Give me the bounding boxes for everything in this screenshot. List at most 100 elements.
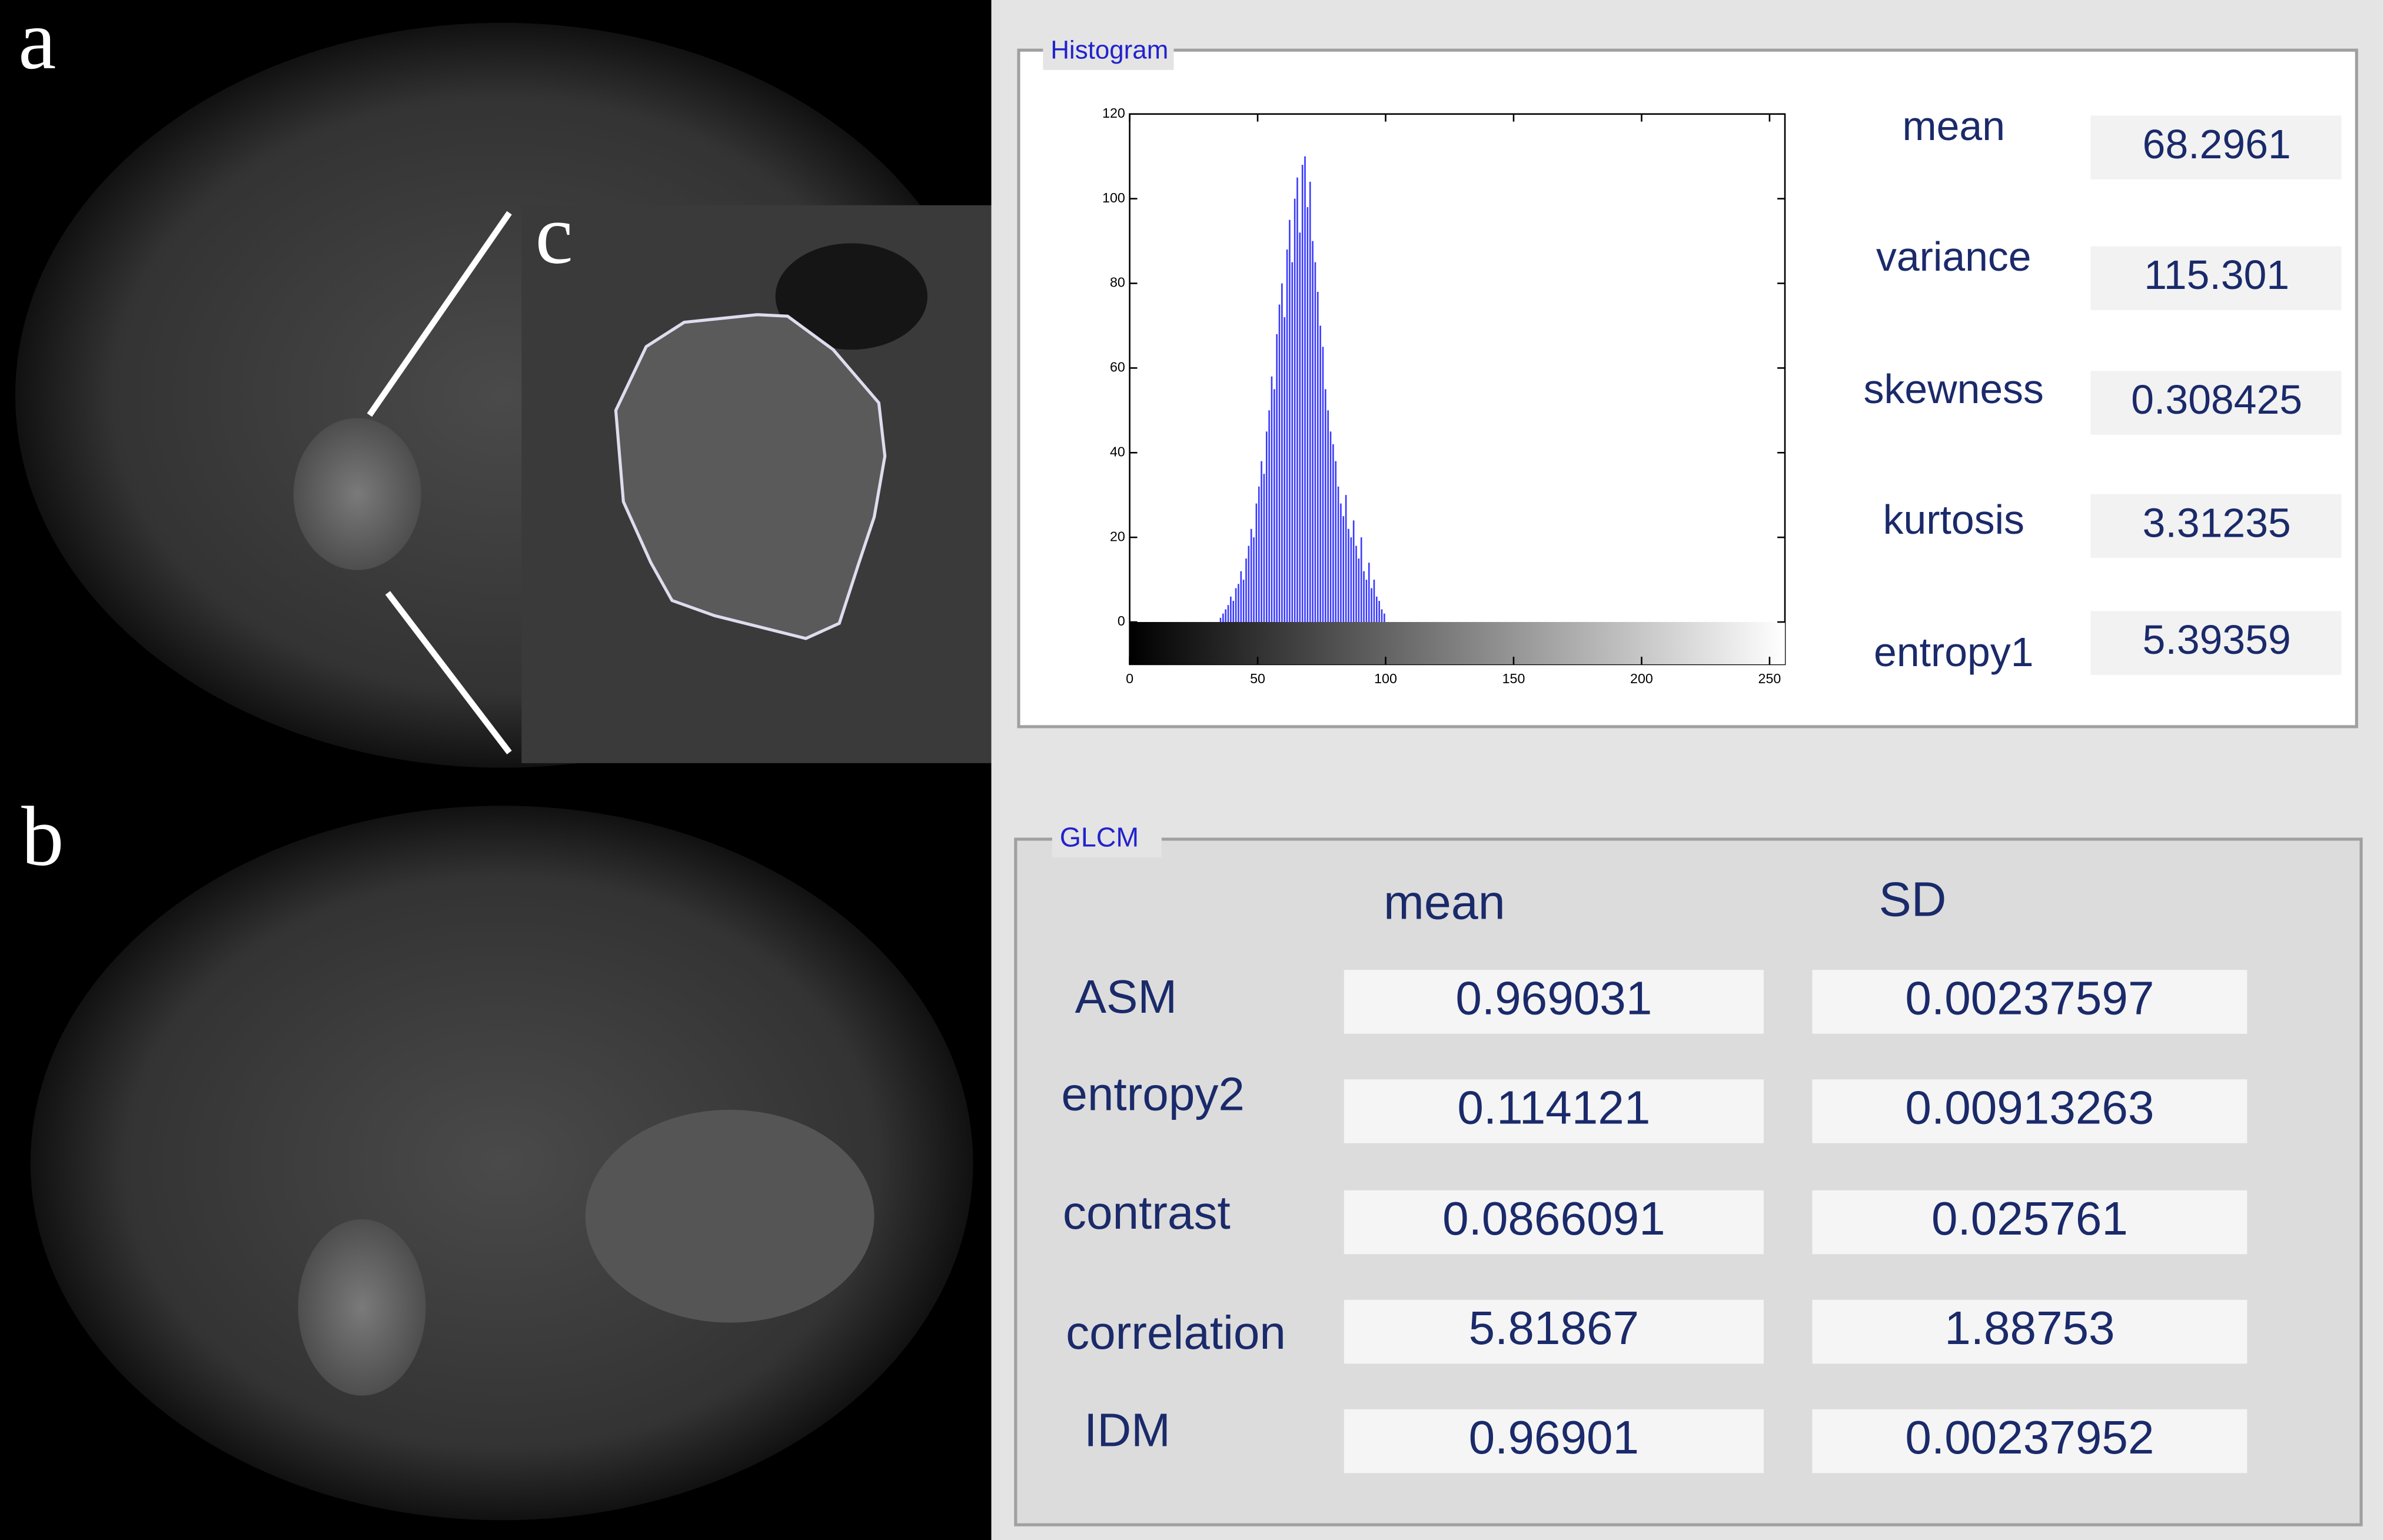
mri-slice-b (30, 806, 973, 1521)
sd-value: 0.025761 (1931, 1192, 2128, 1245)
histogram-bar (1350, 537, 1352, 623)
row-label: IDM (1084, 1403, 1171, 1456)
histogram-bar (1319, 325, 1321, 623)
histogram-bar (1296, 177, 1298, 623)
histogram-bar (1258, 486, 1260, 623)
histogram-bar (1276, 334, 1278, 623)
mean-value: 0.114121 (1457, 1082, 1650, 1134)
frame-title: Histogram (1050, 35, 1168, 64)
x-tick-label: 250 (1758, 671, 1781, 686)
histogram-bar (1294, 198, 1296, 623)
histogram-bar (1238, 584, 1239, 623)
mean-value: 0.0866091 (1442, 1192, 1665, 1245)
y-tick-label: 120 (1102, 105, 1125, 121)
histogram-bar (1381, 609, 1383, 623)
sd-value: 0.00237952 (1905, 1411, 2154, 1464)
histogram-bar (1360, 537, 1362, 623)
histogram-bar (1240, 571, 1242, 623)
histogram-bar (1278, 304, 1281, 623)
histogram-bar (1291, 262, 1294, 623)
histogram-bar (1230, 596, 1232, 623)
histogram-bar (1274, 389, 1275, 623)
value-box (1344, 1190, 1764, 1255)
histogram-bar (1375, 596, 1378, 623)
histogram-bar (1232, 601, 1235, 623)
histogram-bar (1345, 495, 1347, 623)
stomach-b (585, 1109, 875, 1323)
y-tick-label: 20 (1110, 528, 1125, 544)
row-label: ASM (1075, 970, 1178, 1023)
histogram-bar (1312, 241, 1314, 623)
lesion-b (298, 1219, 426, 1396)
x-tick-label: 200 (1630, 671, 1653, 686)
inset-dark-region (775, 243, 927, 350)
column-header: SD (1879, 872, 1947, 926)
histogram-bar (1358, 558, 1360, 623)
histogram-bar (1309, 181, 1311, 623)
histogram-bar (1265, 431, 1268, 623)
histogram-bar (1263, 474, 1265, 623)
histogram-bar (1378, 601, 1380, 623)
value-box (1812, 1079, 2247, 1143)
y-tick-label: 80 (1110, 275, 1125, 290)
stat-value: 3.31235 (2143, 500, 2291, 546)
histogram-bar (1301, 165, 1304, 623)
histogram-bar (1284, 317, 1286, 623)
histogram-bar (1337, 486, 1339, 623)
histogram-bar (1314, 262, 1316, 623)
sd-value: 0.00237597 (1905, 972, 2154, 1025)
histogram-bar (1329, 431, 1332, 623)
stat-box (2090, 246, 2342, 311)
histogram-bar (1371, 588, 1372, 623)
sd-value: 1.88753 (1944, 1302, 2114, 1354)
histogram-bar (1365, 580, 1368, 623)
stat-box (2090, 611, 2342, 676)
x-tick-label: 0 (1126, 671, 1133, 686)
y-tick-label: 60 (1110, 360, 1125, 375)
histogram-bar (1306, 207, 1309, 623)
row-label: contrast (1063, 1186, 1231, 1239)
histogram-bar (1352, 520, 1355, 623)
value-box (1344, 1079, 1764, 1143)
frame-title-bg (1043, 33, 1174, 70)
mean-value: 5.81867 (1469, 1302, 1639, 1354)
panel-label: c (535, 188, 573, 282)
frame-title: GLCM (1060, 821, 1139, 852)
roi-contour (614, 313, 887, 640)
value-box (1812, 1299, 2247, 1364)
sd-value: 0.00913263 (1905, 1082, 2154, 1134)
row-label: entropy2 (1061, 1067, 1245, 1120)
frame-title-bg (1052, 821, 1162, 858)
histogram-bar (1327, 410, 1329, 623)
histogram-bar (1299, 232, 1301, 623)
stat-name: skewness (1864, 366, 2044, 412)
histogram-bar (1342, 516, 1345, 623)
lesion-a (293, 418, 421, 570)
histogram-bar (1248, 546, 1250, 623)
panel-label: b (21, 790, 64, 884)
histogram-bar (1363, 571, 1365, 623)
histogram-bar (1225, 609, 1226, 623)
histogram-bar (1281, 283, 1283, 623)
histogram-bar (1355, 546, 1357, 623)
histogram-bar (1255, 503, 1258, 623)
stat-name: variance (1876, 234, 2031, 280)
x-tick-label: 100 (1374, 671, 1397, 686)
y-tick-label: 0 (1118, 613, 1125, 628)
histogram-bar (1316, 291, 1319, 623)
histogram-bar (1368, 563, 1370, 623)
stat-name: kurtosis (1883, 497, 2024, 543)
stat-name: mean (1903, 103, 2005, 149)
histogram-bar (1304, 156, 1306, 623)
histogram-bar (1340, 503, 1342, 623)
stat-name: entropy1 (1874, 629, 2033, 675)
stat-value: 0.308425 (2131, 377, 2302, 423)
stat-value: 115.301 (2144, 252, 2289, 298)
histogram-bar (1235, 588, 1237, 623)
histogram-bar (1242, 580, 1245, 623)
histogram-bar (1271, 376, 1273, 623)
value-box (1344, 970, 1764, 1034)
histogram-bar (1335, 461, 1337, 623)
row-label: correlation (1066, 1306, 1286, 1359)
stats-list: mean 68.2961 variance 115.301 skewness 0.3084… (1864, 103, 2342, 676)
